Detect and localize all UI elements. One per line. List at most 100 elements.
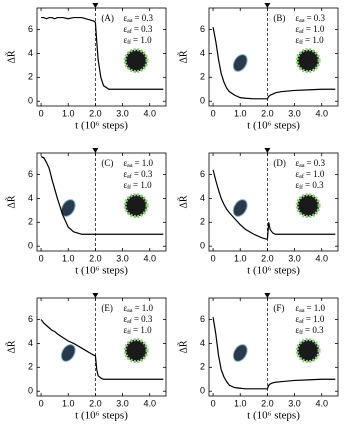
snapshot-icons [232,193,321,219]
x-tick-label: 2.0 [261,253,274,263]
x-tick-label: 4.0 [315,108,328,118]
parameter-label: εff = 1.0 [123,180,152,191]
x-tick-label: 0 [211,253,216,263]
y-tick-label: 6 [200,314,205,324]
parameter-value: = 1.0 [133,325,152,335]
x-axis-title: t (10⁶ steps) [75,120,128,132]
panel-label: (B) [273,13,285,23]
parameter-label: εff = 1.0 [295,35,324,46]
x-tick-label: 3.0 [116,253,129,263]
parameter-symbol: ε [295,303,299,313]
parameter-label: εaa = 0.3 [123,13,153,24]
x-axis-title: t (10⁶ steps) [75,265,128,277]
parameter-symbol: ε [123,325,127,335]
parameter-symbol: ε [295,180,299,190]
parameter-value: = 0.3 [134,314,153,324]
x-tick-label: 0 [39,398,44,408]
x-tick-label: 2.0 [261,398,274,408]
y-axis-title: ΔR̃ [4,195,17,208]
snapshot-initial [232,199,248,217]
snapshot-initial [232,54,248,72]
parameter-label: εaf = 0.3 [123,169,153,180]
y-tick-label: 2 [200,362,205,372]
x-tick-label: 2.0 [261,108,274,118]
divider-marker [264,3,271,8]
parameter-symbol: ε [123,24,127,34]
data-line [212,317,336,390]
y-tick-label: 4 [28,338,33,348]
y-tick-label: 0 [28,241,33,251]
x-tick-label: 4.0 [315,253,328,263]
parameter-value: = 0.3 [305,325,324,335]
snapshot-icons [232,338,321,364]
y-tick-label: 2 [200,72,205,82]
parameter-symbol: ε [123,314,127,324]
panel-label: (F) [273,303,284,313]
y-axis-title: ΔR̃ [176,340,189,353]
y-tick-label: 4 [200,338,205,348]
y-tick-label: 0 [200,386,205,396]
x-tick-label: 4.0 [143,253,156,263]
parameter-value: = 0.3 [134,169,153,179]
parameter-value: = 1.0 [134,158,153,168]
plot-frame [36,297,167,397]
parameter-value: = 1.0 [306,314,325,324]
parameter-symbol: ε [123,303,127,313]
y-tick-label: 6 [28,314,33,324]
x-tick-label: 1.0 [62,253,75,263]
panel-label: (C) [101,158,113,168]
parameter-symbol: ε [123,158,127,168]
plot-frame [208,7,339,107]
panel-label: (E) [101,303,113,313]
parameter-symbol: ε [295,158,299,168]
y-tick-label: 0 [28,96,33,106]
y-tick-label: 2 [28,72,33,82]
parameter-subscript: ff [299,184,303,191]
snapshot-final [295,48,321,74]
snapshot-initial [60,344,76,362]
parameter-label: εaa = 1.0 [123,303,153,314]
parameter-value: = 0.3 [134,13,153,23]
parameter-symbol: ε [123,169,127,179]
data-line [40,156,164,235]
parameter-value: = 1.0 [305,35,324,45]
parameter-label: εaf = 0.3 [123,314,153,325]
parameter-label: εff = 1.0 [123,325,152,336]
x-tick-label: 3.0 [288,108,301,118]
x-axis-title: t (10⁶ steps) [247,120,300,132]
parameter-label: εaf = 1.0 [295,24,325,35]
y-tick-label: 6 [200,169,205,179]
parameter-label: εaf = 1.0 [295,169,325,180]
parameter-subscript: af [299,28,304,35]
parameter-value: = 1.0 [306,24,325,34]
parameter-subscript: aa [299,308,305,314]
plot-frame [208,152,339,252]
parameter-subscript: ff [299,329,303,336]
divider-marker [92,148,99,153]
x-tick-label: 1.0 [62,398,75,408]
parameter-subscript: ff [127,39,131,46]
data-line [40,319,164,380]
x-tick-label: 0 [39,253,44,263]
y-tick-label: 4 [28,48,33,58]
x-axis-title: t (10⁶ steps) [75,410,128,422]
x-tick-label: 4.0 [143,108,156,118]
x-tick-label: 2.0 [89,398,102,408]
parameter-value: = 1.0 [133,35,152,45]
snapshot-icons [232,48,321,74]
parameter-label: εaf = 0.3 [123,24,153,35]
parameter-subscript: aa [299,18,305,24]
y-tick-label: 0 [200,96,205,106]
x-axis-title: t (10⁶ steps) [247,265,300,277]
plot-frame [36,152,167,252]
panel-label: (A) [101,13,114,23]
divider-marker [92,293,99,298]
data-line [212,27,336,100]
divider-marker [264,293,271,298]
snapshot-icons [123,48,149,74]
parameter-label: εaa = 1.0 [295,303,325,314]
parameter-value: = 1.0 [306,169,325,179]
parameter-subscript: aa [127,308,133,314]
y-tick-label: 2 [200,217,205,227]
